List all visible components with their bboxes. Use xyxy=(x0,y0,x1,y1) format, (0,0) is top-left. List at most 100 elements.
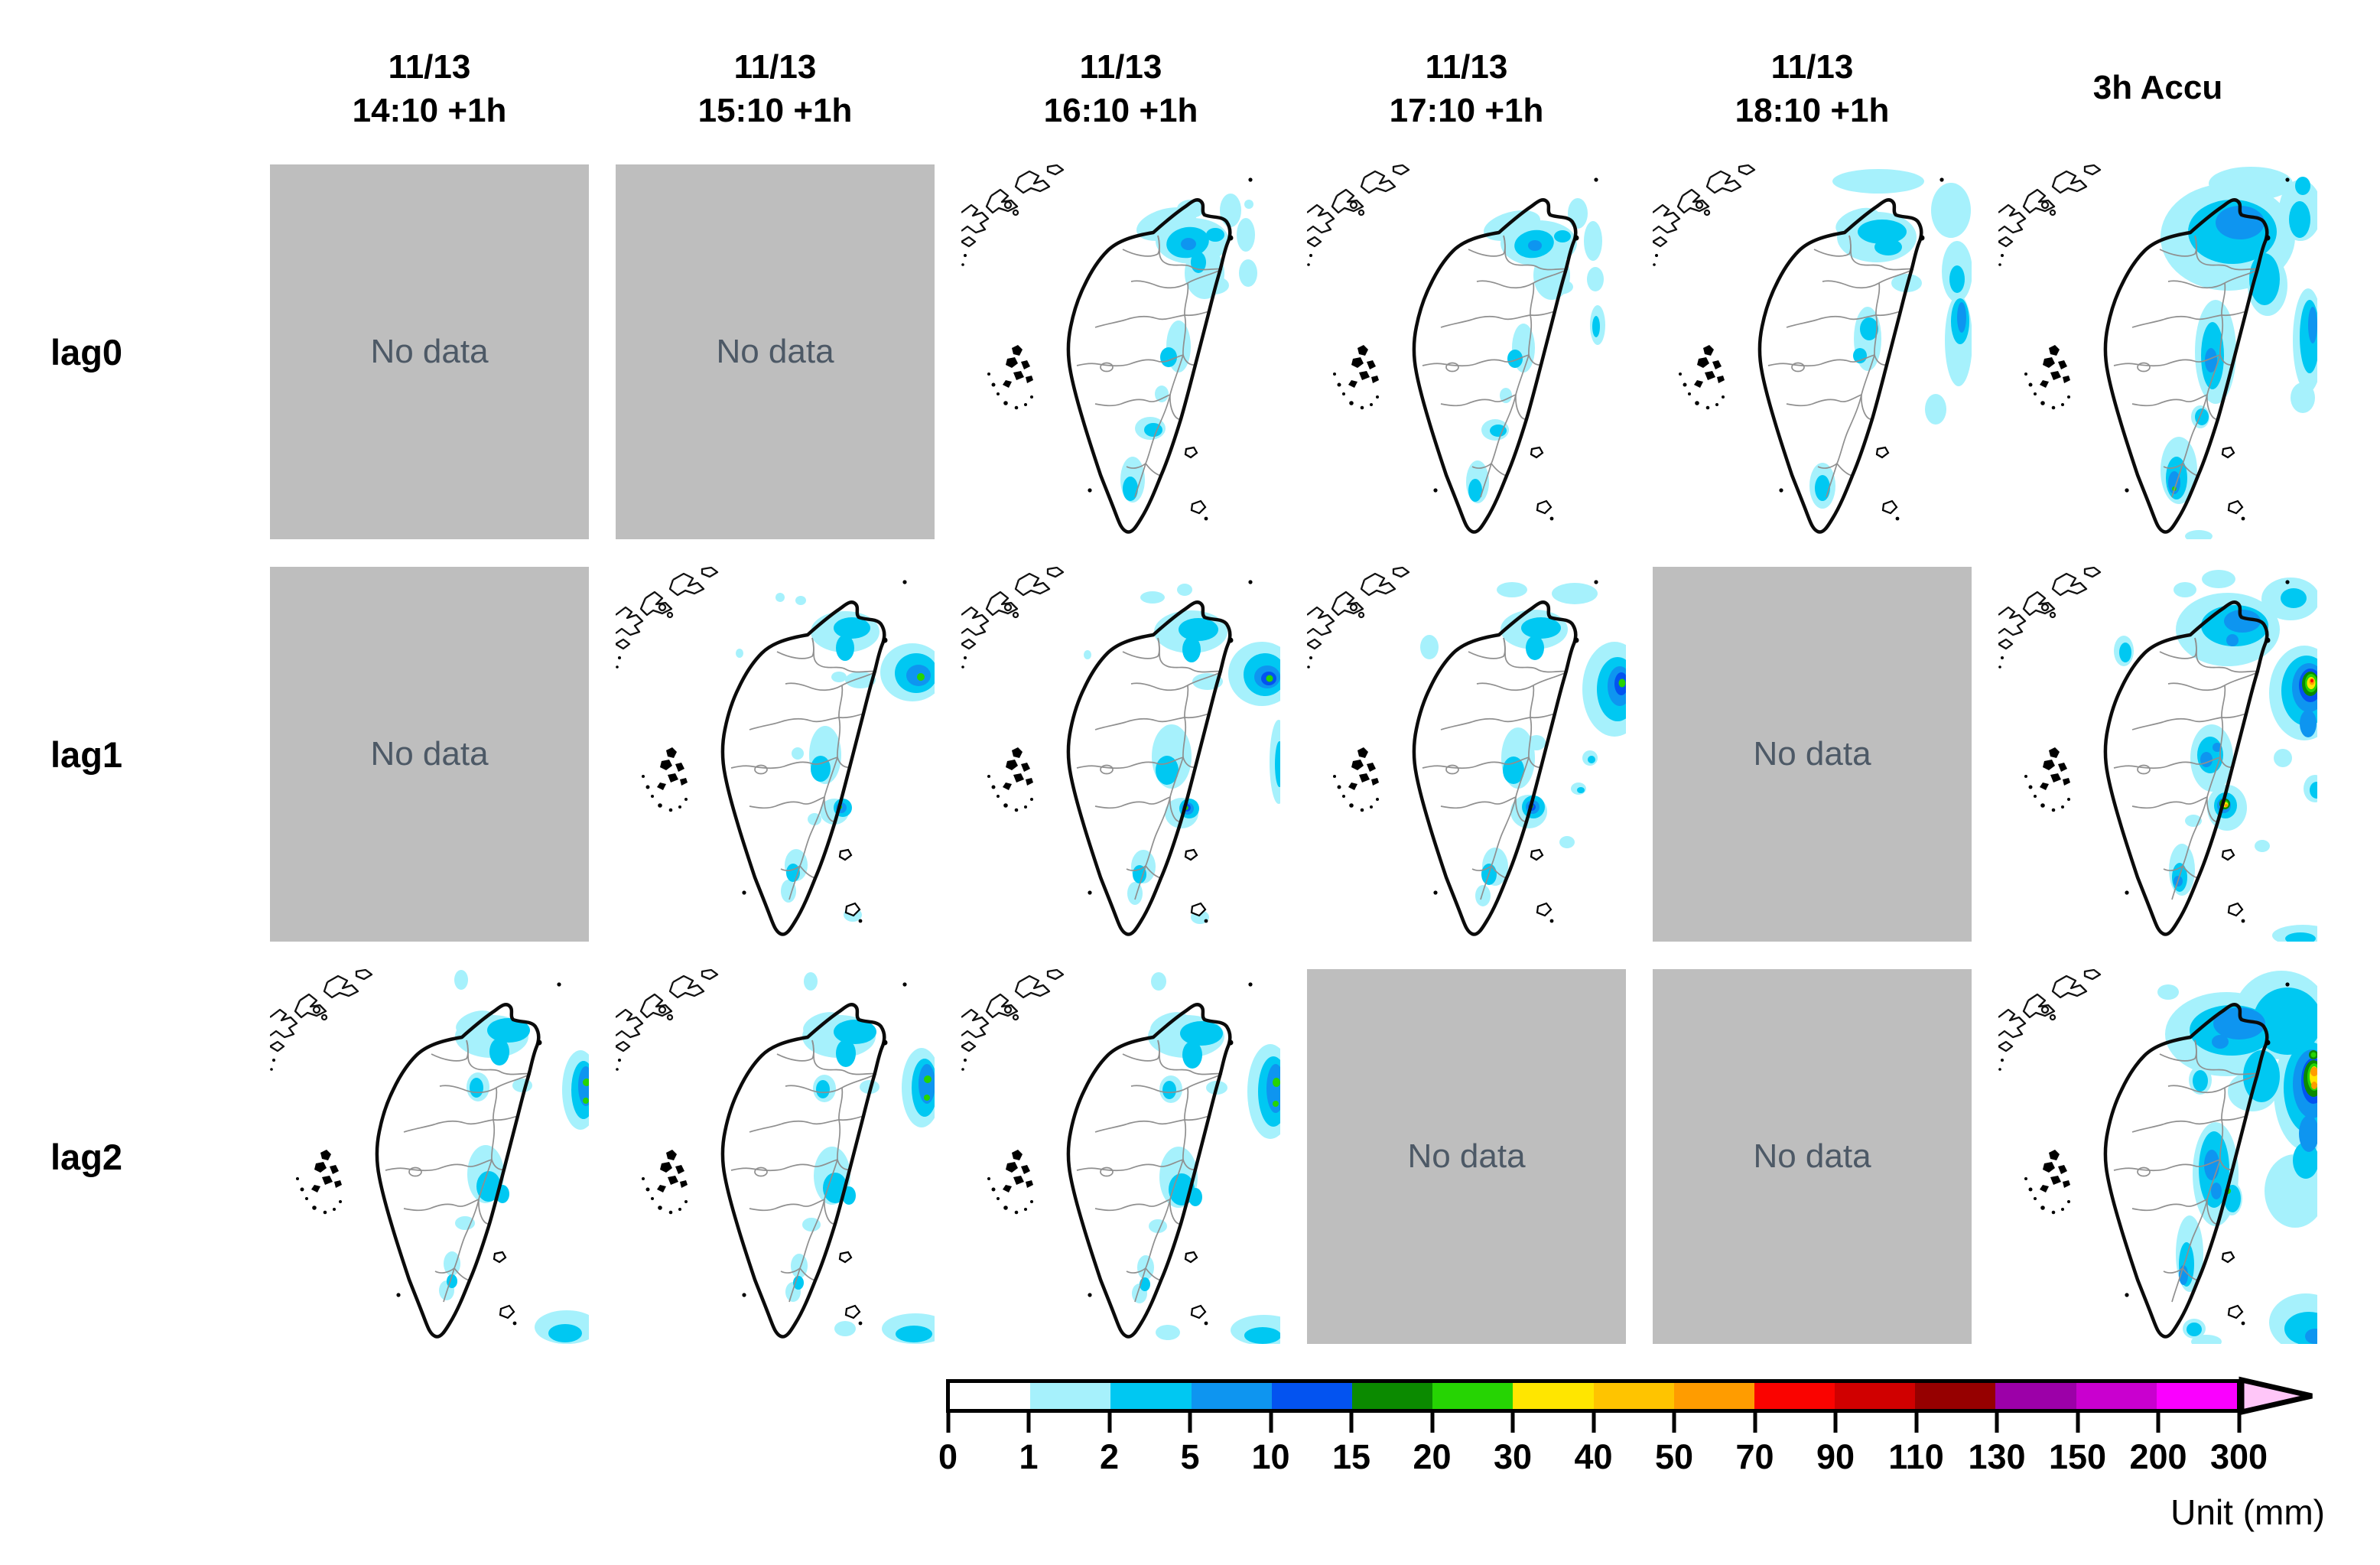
rain-blob xyxy=(583,1079,589,1086)
rain-blob xyxy=(2295,177,2310,195)
rain-blob xyxy=(1181,238,1196,250)
rain-blob xyxy=(2157,984,2179,1000)
header-spacer xyxy=(0,0,243,137)
rain-blob xyxy=(834,1020,876,1044)
rain-blob xyxy=(2202,570,2235,588)
rain-blob xyxy=(802,1218,821,1232)
rain-blob xyxy=(1151,972,1166,991)
colorbar-tick-50 xyxy=(1672,1413,1676,1433)
rain-blob xyxy=(834,1321,856,1336)
rain-blob xyxy=(1957,302,1966,333)
colorbar-segment-11 xyxy=(1835,1383,1916,1409)
map-cell-lag1-1510 xyxy=(616,567,935,942)
column-date: 11/13 xyxy=(1079,48,1162,86)
rain-blob xyxy=(1554,230,1571,242)
column-date: 11/13 xyxy=(388,48,471,86)
map-cell-lag2-accu xyxy=(1998,969,2317,1344)
colorbar-tick-label-40: 40 xyxy=(1574,1437,1613,1476)
colorbar-segment-4 xyxy=(1271,1383,1352,1409)
rain-blob xyxy=(455,1216,475,1230)
rain-blob xyxy=(2193,1070,2208,1092)
rain-blob xyxy=(2274,749,2292,767)
column-time: 17:10 +1h xyxy=(1389,92,1544,129)
map-cell-lag1-1610 xyxy=(961,567,1280,942)
colorbar-tick-1 xyxy=(1026,1413,1031,1433)
rain-blob xyxy=(2200,752,2213,767)
rain-blob xyxy=(1244,1327,1280,1344)
rain-blob xyxy=(2191,1335,2222,1344)
taiwan-rain-map xyxy=(1653,164,1972,539)
rain-blob xyxy=(1584,221,1602,261)
colorbar-segment-9 xyxy=(1673,1383,1754,1409)
rain-blob xyxy=(1127,882,1143,905)
colorbar-tick-70 xyxy=(1753,1413,1757,1433)
rain-blob xyxy=(1490,425,1507,437)
column-header-1610: 11/13 16:10 +1h xyxy=(961,0,1280,137)
map-cell-lag1-1710 xyxy=(1307,567,1626,942)
taiwan-rain-map xyxy=(1998,567,2317,942)
column-header-3h-accu: 3h Accu xyxy=(1998,0,2317,137)
rain-blob xyxy=(1244,200,1253,209)
rain-blob xyxy=(2187,1323,2202,1336)
nodata-cell-lag2-1710: No data xyxy=(1307,969,1626,1344)
rain-blob xyxy=(1123,477,1138,501)
column-date: 11/13 xyxy=(1425,48,1508,86)
taiwan-rain-map xyxy=(961,164,1257,539)
colorbar-tick-label-20: 20 xyxy=(1413,1437,1452,1476)
rain-blob xyxy=(1273,1078,1280,1087)
taiwan-rain-map xyxy=(1998,164,2317,539)
colorbar-segment-3 xyxy=(1191,1383,1272,1409)
map-cell-lag0-1710 xyxy=(1307,164,1626,539)
rain-blob xyxy=(924,1075,932,1083)
column-date: 11/13 xyxy=(1770,48,1854,86)
rain-blob xyxy=(1237,218,1255,252)
rain-blob xyxy=(836,635,854,661)
rain-blob xyxy=(1587,267,1604,291)
rain-blob xyxy=(2299,1115,2317,1152)
rain-blob xyxy=(2310,782,2317,799)
column-date: 11/13 xyxy=(733,48,817,86)
rain-blob xyxy=(1220,194,1241,227)
map-cell-lag2-1410 xyxy=(270,969,589,1344)
rain-blob xyxy=(1188,1188,1202,1206)
rain-blob xyxy=(1182,1041,1202,1069)
rain-blob xyxy=(1239,259,1257,287)
rain-blob xyxy=(2310,1052,2317,1058)
column-header-1810: 11/13 18:10 +1h xyxy=(1653,0,1972,137)
rain-blob xyxy=(2216,206,2265,239)
rain-blob xyxy=(1526,636,1544,660)
colorbar-tick-10 xyxy=(1269,1413,1273,1433)
nodata-cell-lag1-1810: No data xyxy=(1653,567,1972,942)
rain-blob xyxy=(2213,1007,2265,1040)
rain-blob xyxy=(2205,348,2217,373)
rain-blob xyxy=(583,1098,589,1104)
colorbar-tick-0 xyxy=(946,1413,950,1433)
rain-blob xyxy=(2310,1067,2317,1076)
rain-blob xyxy=(1475,885,1491,906)
rain-blob xyxy=(1266,1064,1280,1113)
map-cell-lag1-accu xyxy=(1998,567,2317,942)
row-label-lag1: lag1 xyxy=(50,734,123,775)
rain-blob xyxy=(1592,316,1600,337)
rain-blob xyxy=(2281,588,2307,608)
colorbar-tick-5 xyxy=(1188,1413,1192,1433)
rain-blob xyxy=(2255,840,2270,852)
rain-blob xyxy=(1521,617,1561,639)
rain-blob xyxy=(1273,1101,1279,1107)
rain-blob xyxy=(1160,347,1177,367)
taiwan-rain-map xyxy=(616,969,935,1344)
rain-blob xyxy=(816,1080,830,1098)
nodata-cell-lag1-1410: No data xyxy=(270,567,589,942)
rain-blob xyxy=(1931,183,1971,238)
rain-blob xyxy=(1832,169,1924,194)
colorbar-segment-5 xyxy=(1351,1383,1433,1409)
colorbar-segment-8 xyxy=(1593,1383,1674,1409)
rain-blob xyxy=(792,747,804,760)
colorbar-tick-label-130: 130 xyxy=(1968,1437,2026,1476)
rain-blob xyxy=(2226,634,2239,646)
taiwan-rain-map xyxy=(961,567,1280,942)
colorbar-tick-label-200: 200 xyxy=(2129,1437,2187,1476)
rain-blob xyxy=(1177,584,1192,596)
colorbar-bar xyxy=(946,1379,2241,1413)
rain-blob xyxy=(1949,265,1965,293)
